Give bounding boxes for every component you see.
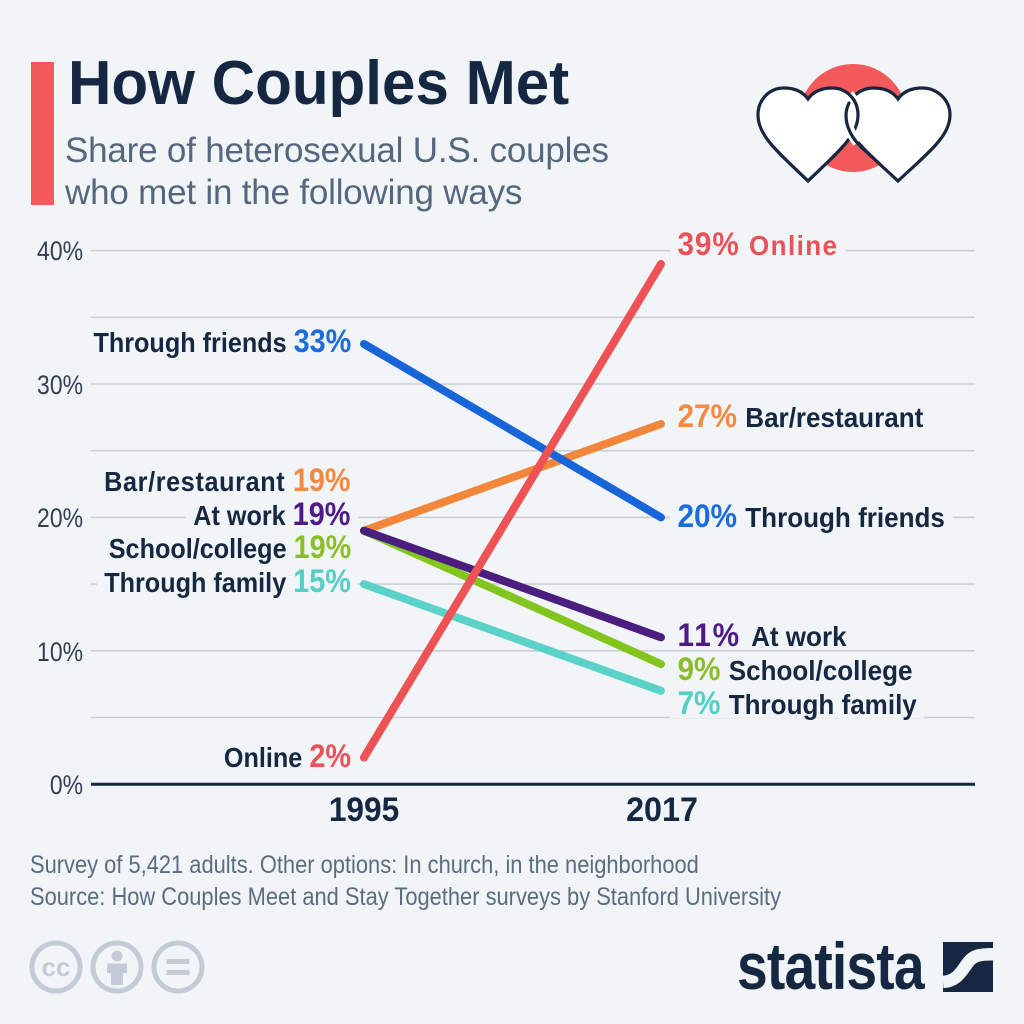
svg-text:cc: cc <box>42 952 71 982</box>
